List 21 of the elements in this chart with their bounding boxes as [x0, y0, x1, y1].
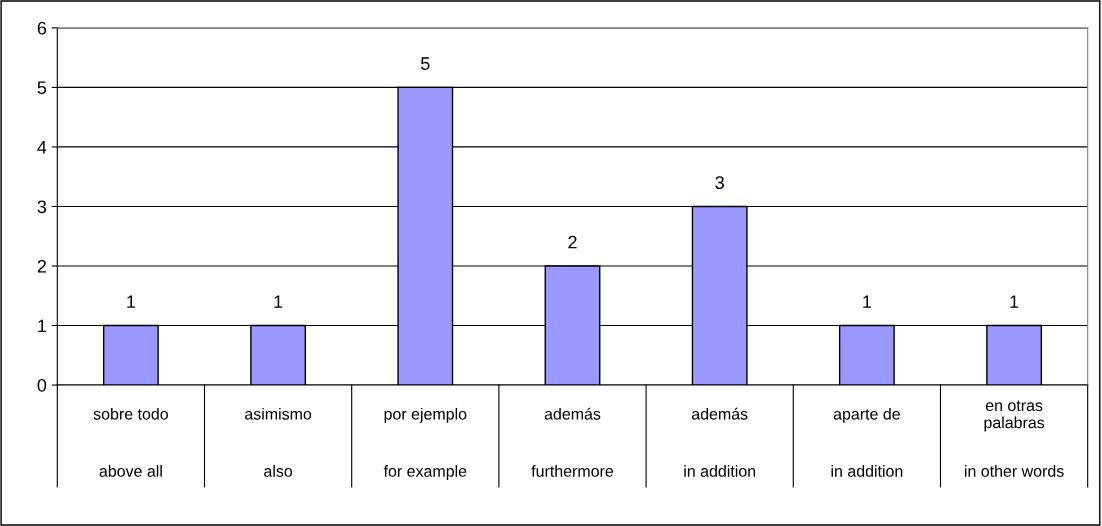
- data-label: 2: [568, 235, 577, 249]
- y-tick-label: 2: [37, 259, 46, 273]
- data-label: 3: [715, 176, 724, 189]
- category-label: asimismo also: [245, 407, 312, 477]
- data-label: 5: [421, 57, 430, 70]
- category-label: sobre todo above all: [93, 407, 168, 477]
- data-label: 1: [127, 295, 136, 308]
- data-label: 1: [274, 295, 283, 308]
- y-tick-label: 1: [38, 319, 47, 333]
- category-label: por ejemplo for example: [383, 407, 467, 480]
- data-label: 1: [1010, 295, 1019, 308]
- y-tick-label: 5: [37, 81, 47, 95]
- y-tick-label: 3: [37, 200, 47, 214]
- category-label: en otras palabras in other words: [964, 400, 1064, 477]
- category-label: además in addition: [684, 407, 756, 477]
- category-label: además furthermore: [531, 407, 614, 477]
- category-label: aparte de in addition: [831, 407, 903, 477]
- y-tick-label: 6: [37, 21, 47, 35]
- data-label: 1: [863, 295, 872, 308]
- y-tick-label: 0: [37, 378, 47, 392]
- y-tick-label: 4: [37, 141, 47, 154]
